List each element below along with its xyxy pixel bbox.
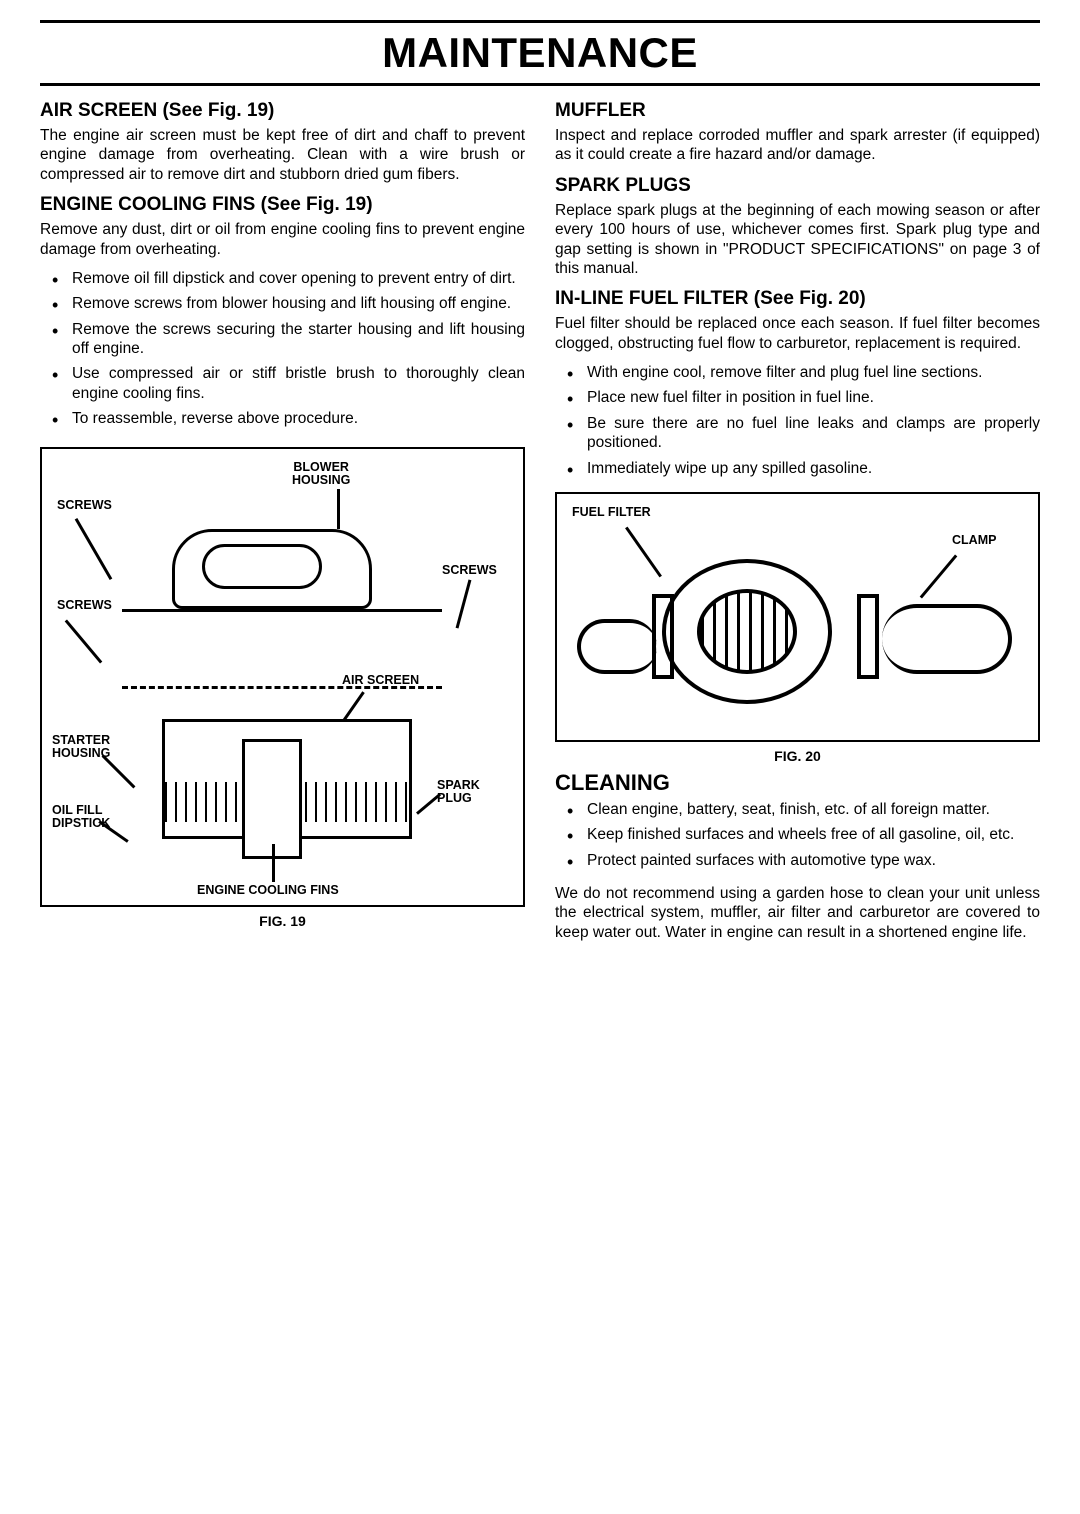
cleaning-heading: CLEANING <box>555 770 1040 796</box>
fuel-filter-list: With engine cool, remove filter and plug… <box>555 363 1040 478</box>
fuel-filter-body: Fuel filter should be replaced once each… <box>555 314 1040 353</box>
cleaning-list: Clean engine, battery, seat, finish, etc… <box>555 800 1040 870</box>
fig20-shape <box>697 589 797 674</box>
fig20-shape <box>857 594 879 679</box>
fig20-shape <box>652 594 674 679</box>
fig19-shape <box>242 739 302 859</box>
fig-pointer <box>75 517 113 579</box>
list-item: Clean engine, battery, seat, finish, etc… <box>555 800 1040 819</box>
fig-label-clamp: CLAMP <box>952 534 996 548</box>
muffler-body: Inspect and replace corroded muffler and… <box>555 126 1040 165</box>
cooling-fins-heading: ENGINE COOLING FINS (See Fig. 19) <box>40 194 525 216</box>
cooling-fins-list: Remove oil fill dipstick and cover openi… <box>40 269 525 429</box>
figure-20: FUEL FILTER CLAMP <box>555 492 1040 742</box>
fig-label-screws-2: SCREWS <box>442 564 497 578</box>
fig-pointer <box>98 820 128 843</box>
figure-19: BLOWER HOUSING SCREWS SCREWS SCREWS AIR … <box>40 447 525 907</box>
spark-plugs-body: Replace spark plugs at the beginning of … <box>555 201 1040 279</box>
list-item: Use compressed air or stiff bristle brus… <box>40 364 525 403</box>
content-columns: AIR SCREEN (See Fig. 19) The engine air … <box>40 100 1040 952</box>
list-item: Remove oil fill dipstick and cover openi… <box>40 269 525 288</box>
fig-label-oil-fill: OIL FILL DIPSTICK <box>52 804 110 832</box>
list-item: Be sure there are no fuel line leaks and… <box>555 414 1040 453</box>
list-item: Immediately wipe up any spilled gasoline… <box>555 459 1040 478</box>
fig-pointer <box>456 579 472 628</box>
air-screen-body: The engine air screen must be kept free … <box>40 126 525 184</box>
fig-pointer <box>65 619 103 663</box>
fig-pointer <box>337 489 340 529</box>
list-item: Place new fuel filter in position in fue… <box>555 388 1040 407</box>
fig-pointer <box>342 691 365 721</box>
muffler-heading: MUFFLER <box>555 100 1040 122</box>
fuel-filter-heading: IN-LINE FUEL FILTER (See Fig. 20) <box>555 288 1040 310</box>
fig-label-screws-1: SCREWS <box>57 499 112 513</box>
list-item: To reassemble, reverse above procedure. <box>40 409 525 428</box>
fig-label-engine-cooling-fins: ENGINE COOLING FINS <box>197 884 339 898</box>
fig-label-spark-plug: SPARK PLUG <box>437 779 480 807</box>
fig19-shape <box>122 609 442 689</box>
list-item: Protect painted surfaces with automotive… <box>555 851 1040 870</box>
figure-19-caption: FIG. 19 <box>40 913 525 929</box>
title-block: MAINTENANCE <box>40 20 1040 86</box>
page-title: MAINTENANCE <box>40 29 1040 77</box>
spark-plugs-heading: SPARK PLUGS <box>555 175 1040 197</box>
fig-pointer <box>102 754 136 788</box>
fig-pointer <box>625 526 662 577</box>
figure-20-caption: FIG. 20 <box>555 748 1040 764</box>
fig-pointer <box>272 844 275 882</box>
fig-label-blower-housing: BLOWER HOUSING <box>292 461 350 489</box>
fig-label-screws-3: SCREWS <box>57 599 112 613</box>
list-item: Keep finished surfaces and wheels free o… <box>555 825 1040 844</box>
list-item: Remove screws from blower housing and li… <box>40 294 525 313</box>
fig20-shape <box>577 619 657 674</box>
fig20-shape <box>882 604 1012 674</box>
list-item: With engine cool, remove filter and plug… <box>555 363 1040 382</box>
list-item: Remove the screws securing the starter h… <box>40 320 525 359</box>
fig-label-fuel-filter: FUEL FILTER <box>572 506 651 520</box>
fig19-shape <box>202 544 322 589</box>
cleaning-closing: We do not recommend using a garden hose … <box>555 884 1040 942</box>
air-screen-heading: AIR SCREEN (See Fig. 19) <box>40 100 525 122</box>
left-column: AIR SCREEN (See Fig. 19) The engine air … <box>40 100 525 952</box>
right-column: MUFFLER Inspect and replace corroded muf… <box>555 100 1040 952</box>
cooling-fins-body: Remove any dust, dirt or oil from engine… <box>40 220 525 259</box>
fig-pointer <box>920 554 958 598</box>
